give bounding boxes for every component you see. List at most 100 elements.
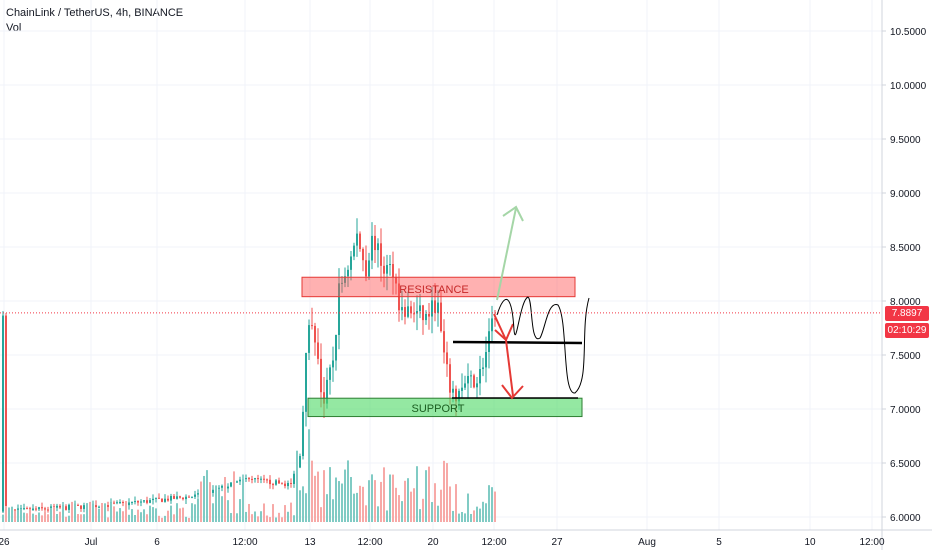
- candle-body: [401, 307, 403, 311]
- candle-body: [17, 508, 19, 510]
- volume-bar: [296, 450, 298, 522]
- volume-bar: [359, 485, 361, 522]
- volume-bar: [185, 516, 187, 522]
- candle-body: [152, 498, 154, 501]
- volume-bar: [149, 505, 151, 522]
- volume-bar: [245, 511, 247, 522]
- volume-bar: [311, 460, 313, 522]
- volume-bar: [269, 517, 271, 522]
- candle-body: [137, 501, 139, 503]
- candle-body: [77, 504, 79, 506]
- volume-bar: [212, 503, 214, 522]
- volume-bar: [98, 508, 100, 522]
- horizontal-level-line[interactable]: [452, 340, 583, 345]
- candle-body: [380, 243, 382, 266]
- volume-bar: [116, 511, 118, 522]
- volume-bar: [161, 517, 163, 522]
- bearish-arrowhead-mid: [494, 323, 514, 342]
- volume-bar: [62, 504, 64, 522]
- volume-bar: [53, 506, 55, 522]
- y-tick-label: 6.5000: [890, 459, 921, 470]
- volume-bar: [137, 509, 139, 522]
- candle-body: [491, 318, 493, 332]
- volume-bar: [326, 494, 328, 522]
- candle-body: [293, 473, 295, 484]
- volume-bar: [464, 513, 466, 522]
- volume-bar: [188, 517, 190, 522]
- volume-bar: [332, 499, 334, 522]
- volume-bar: [26, 513, 28, 522]
- volume-bar: [362, 486, 364, 522]
- candle-body: [371, 235, 373, 261]
- candle-body: [383, 265, 385, 274]
- symbol-title[interactable]: ChainLink / TetherUS, 4h, BINANCE: [6, 7, 184, 19]
- volume-bar: [236, 513, 238, 522]
- volume-bar: [23, 512, 25, 522]
- volume-bar: [467, 493, 469, 522]
- volume-bar: [416, 466, 418, 522]
- volume-bar: [230, 513, 232, 522]
- volume-bar: [14, 510, 16, 522]
- candle-body: [26, 508, 28, 510]
- volume-bar: [41, 515, 43, 522]
- volume-bar: [437, 505, 439, 522]
- candle-body: [476, 383, 478, 388]
- candle-body: [440, 302, 442, 332]
- candle-body: [320, 358, 322, 393]
- x-tick-label: Aug: [638, 537, 656, 548]
- volume-bar: [275, 517, 277, 522]
- volume-bar: [50, 507, 52, 522]
- candle-body: [425, 313, 427, 321]
- candle-body: [170, 495, 172, 501]
- volume-bar: [182, 507, 184, 522]
- candle-body: [176, 496, 178, 499]
- volume-bar: [371, 474, 373, 522]
- candle-body: [131, 502, 133, 504]
- volume-bar: [356, 492, 358, 522]
- volume-bar: [113, 506, 115, 522]
- x-tick-label: 5: [716, 537, 722, 548]
- volume-bar: [260, 511, 262, 522]
- volume-bar: [479, 508, 481, 522]
- volume-bar: [341, 483, 343, 522]
- volume-bar: [491, 487, 493, 522]
- candle-body: [14, 509, 16, 511]
- candle-body: [332, 360, 334, 368]
- candle-body: [311, 325, 313, 327]
- volume-bar: [38, 512, 40, 522]
- volume-bar: [176, 503, 178, 522]
- volume-bar: [344, 469, 346, 522]
- candle-body: [2, 315, 4, 512]
- resistance-zone[interactable]: [301, 276, 576, 298]
- volume-bar: [179, 508, 181, 522]
- candle-body: [395, 277, 397, 284]
- candle-body: [470, 375, 472, 377]
- volume-bar: [170, 505, 172, 522]
- support-zone[interactable]: [307, 397, 583, 418]
- candle-body: [362, 248, 364, 261]
- candle-body: [359, 233, 361, 249]
- candle-body: [251, 478, 253, 480]
- volume-bar: [56, 513, 58, 522]
- candle-body: [107, 505, 109, 507]
- volume-bar: [110, 502, 112, 522]
- volume-bar: [32, 513, 34, 522]
- hand-drawn-projection[interactable]: [496, 296, 590, 394]
- volume-bars: [2, 429, 496, 522]
- volume-bar: [320, 507, 322, 522]
- y-tick-label: 6.0000: [890, 513, 921, 524]
- candle-body: [287, 483, 289, 487]
- resistance-label: RESISTANCE: [399, 284, 468, 296]
- candle-body: [155, 497, 157, 499]
- candle-body: [431, 300, 433, 317]
- volume-bar: [383, 467, 385, 522]
- bullish-arrow[interactable]: [496, 207, 517, 301]
- volume-bar: [128, 514, 130, 522]
- volume-bar: [20, 508, 22, 522]
- volume-bar: [122, 511, 124, 522]
- candle-body: [272, 484, 274, 486]
- candle-body: [23, 508, 25, 510]
- candle-body: [95, 505, 97, 508]
- volume-bar: [407, 478, 409, 522]
